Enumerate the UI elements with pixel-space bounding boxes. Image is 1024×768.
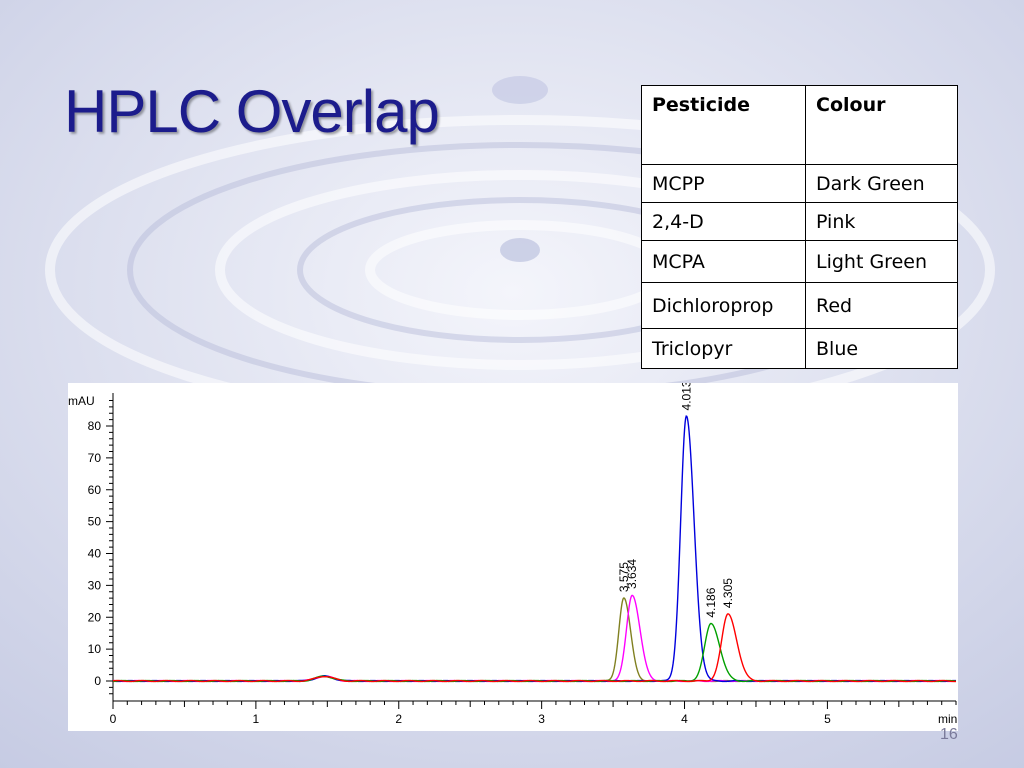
y-tick-label: 70 <box>88 451 102 465</box>
table-cell-colour: Light Green <box>805 240 958 283</box>
peak-label: 4.186 <box>704 587 718 617</box>
table-row: 2,4-D Pink <box>641 202 958 241</box>
table-cell-colour: Pink <box>805 202 958 241</box>
x-tick-label: 3 <box>538 712 545 726</box>
table-row: Dichloroprop Red <box>641 282 958 329</box>
x-tick-label: 1 <box>253 712 260 726</box>
peak-label: 4.305 <box>721 578 735 608</box>
slide-title: HPLC Overlap <box>64 78 440 145</box>
chromatogram-trace <box>112 622 957 683</box>
table-header-pesticide: Pesticide <box>641 85 806 165</box>
chromatogram-panel: 0 10 20 30 40 50 60 70 80 mAU 0 1 2 3 4 5 min 3.575 3.634 4… <box>68 383 958 731</box>
x-tick-label: 2 <box>395 712 402 726</box>
y-tick-label: 0 <box>94 674 101 688</box>
y-tick-label: 60 <box>88 483 102 497</box>
x-tick-label: 5 <box>824 712 831 726</box>
y-tick-label: 20 <box>88 610 102 624</box>
table-row: MCPA Light Green <box>641 240 958 283</box>
chromatogram-trace <box>112 613 957 683</box>
page-number: 16 <box>940 726 958 743</box>
y-axis-label: mAU <box>68 394 95 408</box>
x-tick-label: 4 <box>681 712 688 726</box>
y-tick-label: 80 <box>88 419 102 433</box>
table-cell-pesticide: Dichloroprop <box>641 282 806 329</box>
table-row: Triclopyr Blue <box>641 328 958 369</box>
table-cell-pesticide: MCPP <box>641 164 806 203</box>
chromatogram-trace <box>112 415 957 683</box>
y-tick-label: 50 <box>88 515 102 529</box>
chromatogram-trace <box>112 597 957 683</box>
x-axis-label: min <box>938 712 957 726</box>
peak-label: 3.634 <box>625 559 639 589</box>
pesticide-colour-table: Pesticide Colour MCPP Dark Green 2,4-D P… <box>641 85 958 369</box>
y-tick-label: 40 <box>88 547 102 561</box>
table-row: MCPP Dark Green <box>641 164 958 203</box>
table-cell-colour: Blue <box>805 328 958 369</box>
table-cell-pesticide: Triclopyr <box>641 328 806 369</box>
table-header-colour: Colour <box>805 85 958 165</box>
table-cell-pesticide: 2,4-D <box>641 202 806 241</box>
peak-label: 4.013 <box>679 383 693 410</box>
chromatogram-trace <box>112 594 957 683</box>
table-cell-colour: Dark Green <box>805 164 958 203</box>
x-tick-label: 0 <box>110 712 117 726</box>
peak-label: 3.575 <box>617 562 631 592</box>
table-cell-pesticide: MCPA <box>641 240 806 283</box>
table-header-row: Pesticide Colour <box>641 85 958 165</box>
y-tick-label: 10 <box>88 642 102 656</box>
table-cell-colour: Red <box>805 282 958 329</box>
y-tick-label: 30 <box>88 578 102 592</box>
